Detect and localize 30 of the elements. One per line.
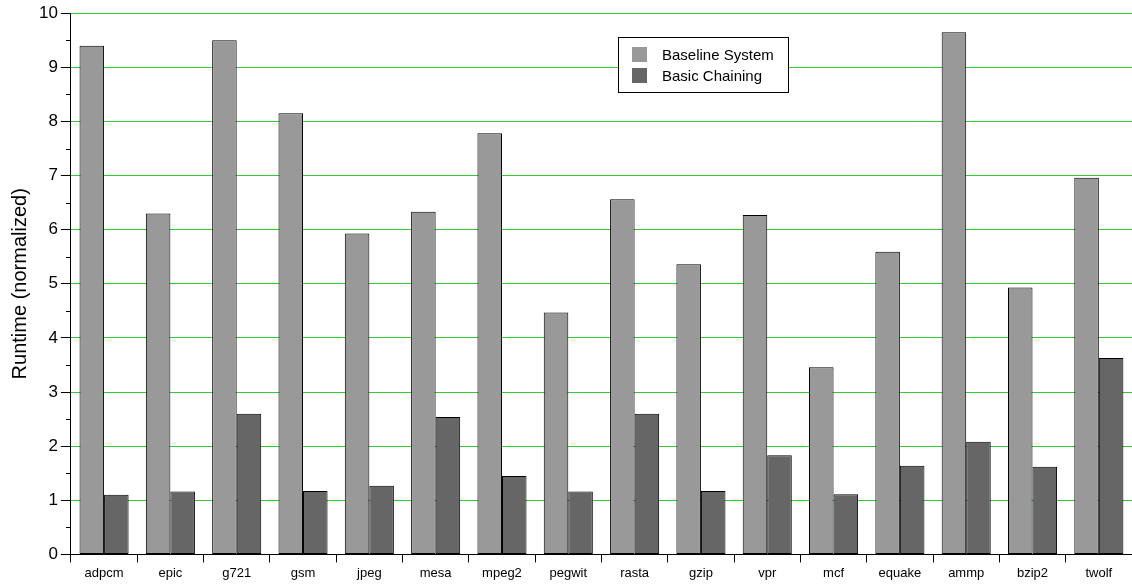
y-tick-label: 1 — [48, 489, 58, 509]
x-tick-label: vpr — [758, 564, 777, 580]
x-tick-label: gsm — [290, 564, 316, 580]
x-tick-label: g721 — [222, 564, 252, 580]
x-tick-label: mesa — [419, 564, 453, 580]
x-tick-label: gzip — [689, 564, 713, 580]
x-tick-label: epic — [158, 564, 183, 580]
y-tick-label: 4 — [48, 327, 58, 347]
x-tick-label: ammp — [948, 564, 985, 580]
y-tick-label: 9 — [48, 57, 58, 77]
x-tick-label: equake — [878, 564, 922, 580]
y-tick-label: 8 — [48, 111, 58, 131]
y-tick-label: 6 — [48, 219, 58, 239]
x-tick-label: bzip2 — [1016, 564, 1049, 580]
y-tick-label: 5 — [48, 273, 58, 293]
x-tick-label: pegwit — [549, 564, 588, 580]
y-tick-label: 3 — [48, 381, 58, 401]
y-tick-label: 10 — [38, 2, 58, 22]
x-tick-label: mcf — [823, 564, 845, 580]
x-tick-label: mpeg2 — [482, 564, 522, 580]
x-tick-label: twolf — [1085, 564, 1113, 580]
y-axis-title: Runtime (normalized) — [7, 188, 30, 380]
x-tick-label: rasta — [620, 564, 650, 580]
x-tick-label: jpeg — [356, 564, 382, 580]
y-tick-label: 0 — [48, 544, 58, 564]
legend-label: Baseline System — [662, 45, 774, 65]
legend-label: Basic Chaining — [662, 66, 763, 86]
y-tick-label: 2 — [48, 435, 58, 455]
x-tick-label: adpcm — [84, 564, 124, 580]
y-tick-label: 7 — [48, 165, 58, 185]
